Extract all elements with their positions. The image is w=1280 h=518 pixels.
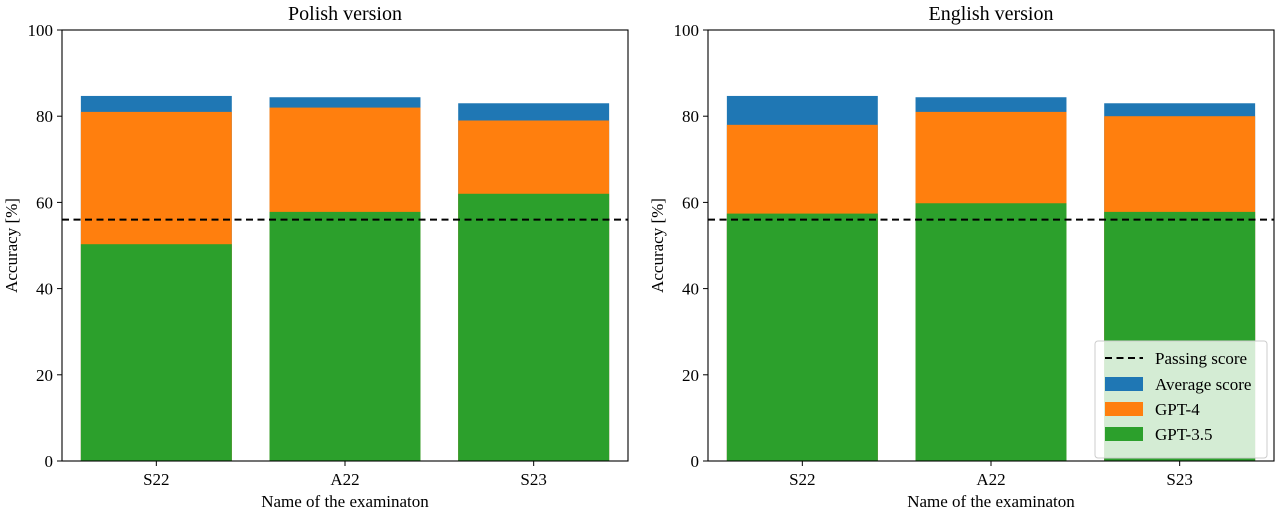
- y-tick-label: 60: [682, 193, 699, 212]
- y-tick-label: 80: [682, 107, 699, 126]
- legend-gpt-3-5-swatch: [1105, 427, 1143, 441]
- y-tick-label: 20: [36, 366, 53, 385]
- x-tick-label-s22: S22: [143, 470, 169, 489]
- legend-average-score-swatch: [1105, 377, 1143, 391]
- y-tick-label: 60: [36, 193, 53, 212]
- y-tick-label: 100: [674, 21, 700, 40]
- legend-gpt-4-swatch: [1105, 402, 1143, 416]
- legend-gpt-4-label: GPT-4: [1155, 400, 1200, 419]
- x-tick-label-s23: S23: [1166, 470, 1192, 489]
- x-axis-label: Name of the examinaton: [907, 492, 1075, 511]
- x-axis-label: Name of the examinaton: [261, 492, 429, 511]
- x-tick-label-a22: A22: [330, 470, 359, 489]
- y-tick-label: 20: [682, 366, 699, 385]
- y-tick-label: 100: [28, 21, 54, 40]
- chart-title: Polish version: [288, 3, 402, 25]
- bar-gpt-3-5-s22: [726, 213, 878, 461]
- y-axis-label: Accuracy [%]: [648, 198, 667, 293]
- legend-gpt-3-5-label: GPT-3.5: [1155, 425, 1212, 444]
- x-tick-label-a22: A22: [976, 470, 1005, 489]
- y-tick-label: 80: [36, 107, 53, 126]
- y-tick-label: 0: [691, 452, 700, 471]
- y-tick-label: 40: [36, 280, 53, 299]
- x-tick-label-s22: S22: [789, 470, 815, 489]
- bar-gpt-3-5-a22: [915, 203, 1067, 461]
- bar-gpt-3-5-s23: [458, 193, 610, 461]
- legend-passing-score-label: Passing score: [1155, 349, 1247, 368]
- y-tick-label: 40: [682, 280, 699, 299]
- bar-gpt-3-5-s22: [80, 244, 232, 461]
- legend-average-score-label: Average score: [1155, 375, 1251, 394]
- chart-legend: Passing score Average score GPT-4 GPT-3.5: [1094, 340, 1268, 459]
- x-tick-label-s23: S23: [520, 470, 546, 489]
- chart-title: English version: [929, 3, 1054, 25]
- bar-gpt-3-5-a22: [269, 211, 421, 461]
- y-tick-label: 0: [45, 452, 54, 471]
- chart-panel-1: 0 20 40 60 80 100 S22 A22 S23 Polish version Name …: [2, 3, 629, 511]
- y-axis-label: Accuracy [%]: [2, 198, 21, 293]
- chart-panel-2: 0 20 40 60 80 100 S22 A22 S23 English version Name…: [648, 3, 1275, 511]
